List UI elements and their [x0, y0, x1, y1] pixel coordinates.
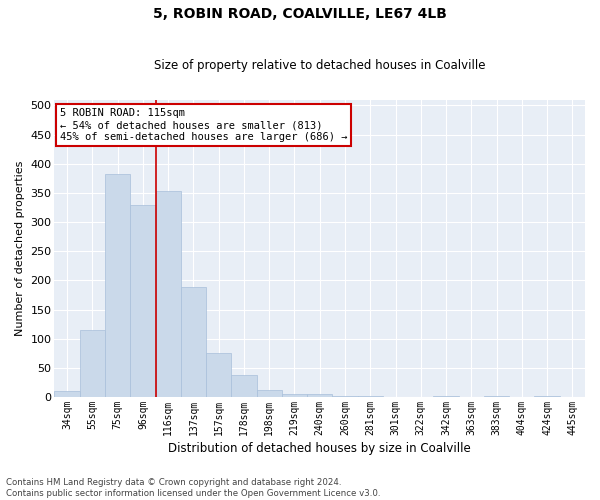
Bar — [535, 396, 560, 397]
Bar — [484, 396, 509, 397]
Bar — [282, 394, 307, 397]
Text: 5, ROBIN ROAD, COALVILLE, LE67 4LB: 5, ROBIN ROAD, COALVILLE, LE67 4LB — [153, 8, 447, 22]
Bar — [358, 396, 383, 397]
Text: 5 ROBIN ROAD: 115sqm
← 54% of detached houses are smaller (813)
45% of semi-deta: 5 ROBIN ROAD: 115sqm ← 54% of detached h… — [60, 108, 347, 142]
Bar — [433, 396, 458, 397]
Bar — [232, 375, 257, 397]
Bar — [332, 396, 358, 397]
Y-axis label: Number of detached properties: Number of detached properties — [15, 160, 25, 336]
X-axis label: Distribution of detached houses by size in Coalville: Distribution of detached houses by size … — [169, 442, 471, 455]
Bar — [55, 391, 80, 397]
Bar — [130, 204, 155, 397]
Bar — [155, 191, 181, 397]
Text: Contains HM Land Registry data © Crown copyright and database right 2024.
Contai: Contains HM Land Registry data © Crown c… — [6, 478, 380, 498]
Bar — [80, 330, 105, 397]
Bar — [206, 352, 232, 397]
Bar — [257, 390, 282, 397]
Title: Size of property relative to detached houses in Coalville: Size of property relative to detached ho… — [154, 59, 485, 72]
Bar — [181, 288, 206, 397]
Bar — [307, 394, 332, 397]
Bar — [105, 174, 130, 397]
